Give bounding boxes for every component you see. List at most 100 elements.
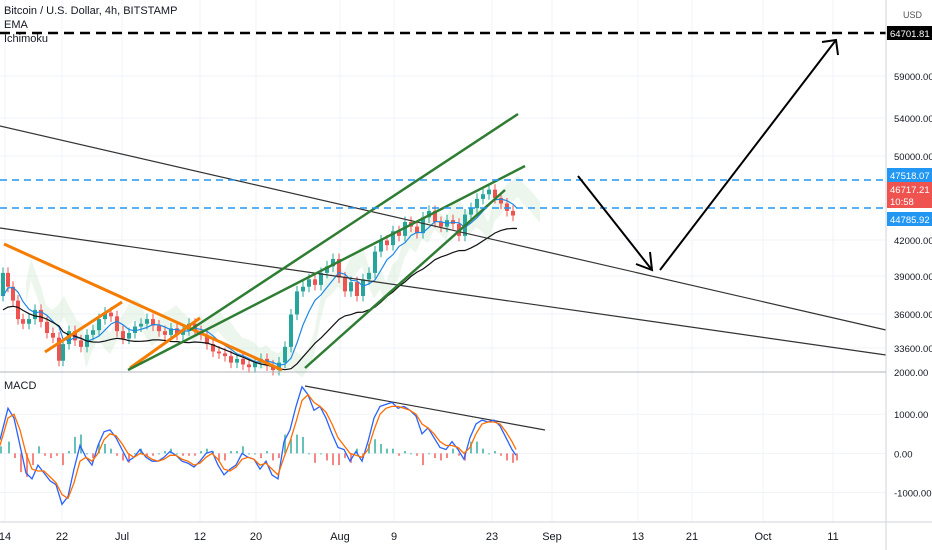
badge-level-upper: 47518.07 (890, 171, 930, 182)
candle-body (349, 282, 353, 292)
candle-body (283, 346, 287, 363)
candle-body (235, 358, 239, 363)
candle-body (205, 334, 209, 345)
macd-histogram-bar (74, 436, 76, 454)
candle-body (241, 358, 245, 365)
candle-body (343, 277, 347, 292)
macd-histogram-bar (80, 434, 82, 454)
candle-body (51, 333, 55, 338)
candle-body (6, 272, 10, 287)
macd-histogram-bar (368, 443, 370, 454)
macd-histogram-bar (206, 448, 208, 454)
badge-level-lower-bg (887, 212, 932, 226)
candle-body (97, 319, 101, 331)
candle-body (121, 331, 125, 339)
signal-line (0, 393, 517, 500)
macd-histogram-bar (476, 441, 478, 454)
candle-body (151, 319, 155, 326)
candle-body (379, 240, 383, 252)
candle-body (415, 226, 419, 234)
macd-histogram-bar (128, 453, 130, 463)
indicator-ema[interactable]: EMA (4, 19, 28, 31)
indicator-ichimoku[interactable]: Ichimoku (4, 33, 49, 45)
price-tick-label: 39000.00 (894, 272, 932, 283)
macd-histogram-bar (188, 453, 190, 456)
macd-pane (0, 385, 518, 506)
candle-body (247, 364, 251, 368)
price-tick-label: 59000.00 (894, 72, 932, 83)
x-tick-label: 20 (250, 531, 262, 543)
macd-histogram-bar (500, 453, 502, 456)
candle-body (469, 208, 473, 215)
macd-histogram-bar (92, 453, 94, 459)
candle-body (385, 240, 389, 246)
x-tick-label: 21 (686, 531, 698, 543)
macd-histogram-bar (272, 453, 274, 461)
candle-body (115, 316, 119, 332)
macd-histogram-bar (446, 453, 448, 459)
arrow-down-shaft (577, 175, 653, 271)
candle-body (223, 353, 227, 357)
macd-histogram-bar (374, 439, 376, 454)
badge-target: 64701.81 (890, 29, 930, 40)
trendline-upper (0, 125, 887, 331)
candle-body (145, 319, 149, 324)
orange-channel-2 (129, 316, 201, 370)
candle-body (307, 279, 311, 287)
macd-histogram-bar (176, 453, 178, 455)
macd-histogram-bar (62, 453, 64, 466)
macd-histogram-bar (20, 453, 22, 473)
macd-histogram-bar (314, 453, 316, 463)
ichimoku-cloud-area (26, 175, 540, 378)
macd-histogram-bar (458, 453, 460, 456)
badge-target-bg (887, 26, 932, 40)
macd-histogram-bar (470, 441, 472, 454)
macd-histogram-bar (284, 434, 286, 454)
macd-histogram-bar (506, 453, 508, 461)
macd-histogram-bar (200, 451, 202, 454)
candle-body (1, 272, 5, 296)
candle-body (325, 266, 329, 273)
macd-histogram-bar (218, 453, 220, 461)
macd-histogram-bar (308, 453, 310, 455)
macd-histogram-bar (158, 453, 160, 455)
candlesticks (1, 184, 515, 376)
candle-body (91, 330, 95, 335)
candle-body (211, 344, 215, 352)
badge-current-price-bg (887, 182, 932, 196)
macd-histogram-bar (134, 453, 136, 455)
macd-title[interactable]: MACD (4, 380, 37, 392)
macd-line (0, 385, 517, 506)
macd-histogram-bar (326, 453, 328, 461)
candle-body (337, 259, 341, 278)
x-tick-label: Oct (754, 531, 771, 543)
candle-body (33, 309, 37, 320)
macd-divergence-line (304, 385, 546, 431)
macd-histogram-bar (116, 453, 118, 456)
macd-histogram-bar (68, 451, 70, 454)
macd-histogram-bar (182, 453, 184, 456)
candle-body (45, 321, 49, 333)
macd-histogram-bar (422, 453, 424, 466)
badge-level-lower: 44785.92 (890, 215, 930, 226)
price-tick-label: 36000.00 (894, 310, 932, 321)
candle-body (505, 203, 509, 211)
candle-body (331, 259, 335, 267)
macd-histogram-bar (194, 453, 196, 456)
candle-body (433, 210, 437, 222)
price-tick-label: 50000.00 (894, 152, 932, 163)
macd-histogram-bar (356, 448, 358, 454)
currency-label: USD (903, 10, 923, 20)
macd-histogram-bar (146, 453, 148, 456)
macd-histogram-bar (392, 448, 394, 454)
symbol-title[interactable]: Bitcoin / U.S. Dollar, 4h, BITSTAMP (4, 5, 178, 17)
trend-drawings[interactable] (0, 31, 887, 431)
macd-histogram-bar (230, 451, 232, 454)
candle-body (487, 189, 491, 195)
candle-body (11, 286, 15, 301)
macd-histogram-bar (320, 453, 322, 455)
grid-lines (0, 0, 886, 522)
macd-histogram-bar (512, 453, 514, 463)
